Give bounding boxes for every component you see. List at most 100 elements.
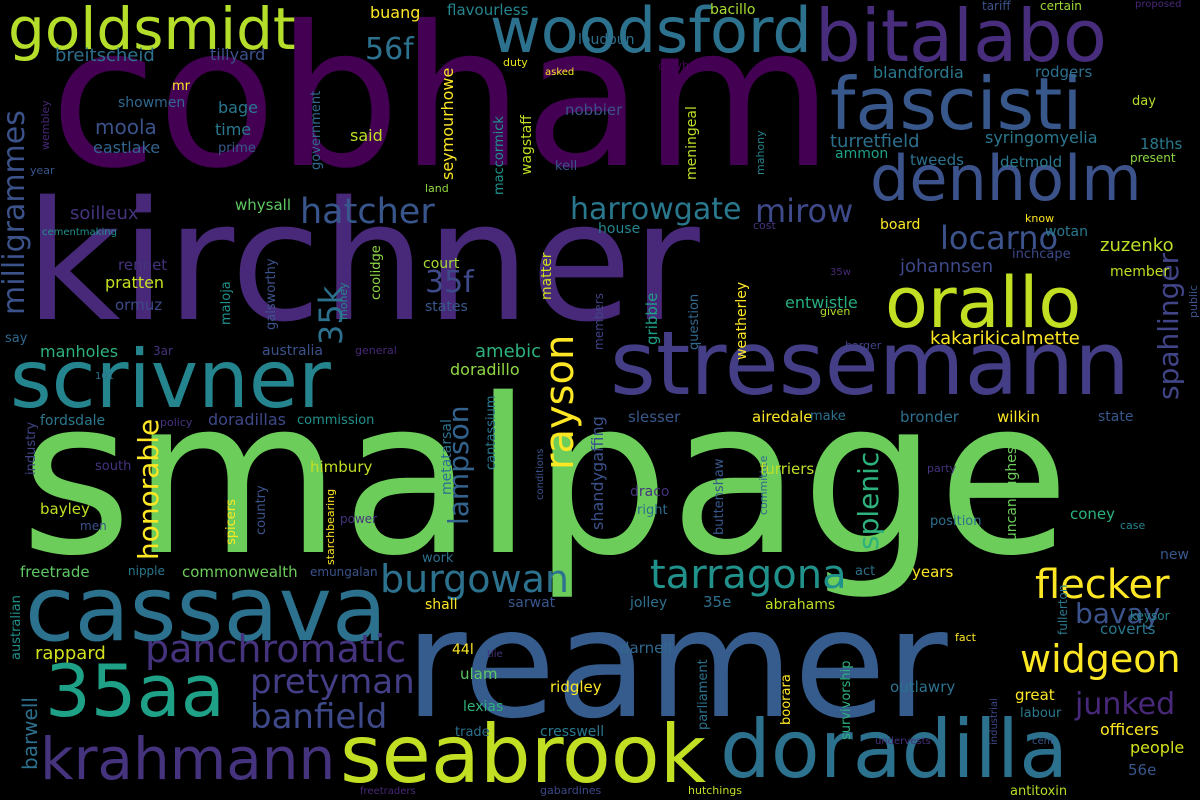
cloud-word-flecker: flecker <box>1035 562 1170 608</box>
cloud-word-board: board <box>880 217 921 233</box>
cloud-word-35f: 35f <box>425 265 474 300</box>
cloud-word-proposed: proposed <box>1135 0 1182 10</box>
cloud-word-35aa: 35aa <box>45 649 225 733</box>
cloud-word-manholes: manholes <box>40 342 119 361</box>
cloud-word-hatcher: hatcher <box>300 192 435 232</box>
cloud-word-australian: australian <box>9 595 24 660</box>
cloud-word-3ar: 3ar <box>153 344 173 358</box>
cloud-word-wilkin: wilkin <box>997 408 1040 426</box>
cloud-word-smalpage: smalpage <box>20 352 1070 603</box>
cloud-word-fascisti: fascisti <box>830 62 1083 146</box>
cloud-word-ridgley: ridgley <box>550 678 602 696</box>
cloud-word-know: know <box>1025 212 1055 225</box>
cloud-word-panchromatic: panchromatic <box>145 627 407 671</box>
cloud-word-draco: draco <box>630 484 670 500</box>
cloud-word-himbury: himbury <box>310 458 373 476</box>
cloud-word-officers: officers <box>1100 720 1159 739</box>
cloud-word-power: power <box>340 512 378 526</box>
cloud-word-hutchings: hutchings <box>688 784 743 797</box>
cloud-word-state: state <box>1098 409 1134 425</box>
cloud-word-emungalan: emungalan <box>310 565 378 579</box>
cloud-word-keysor: keysor <box>1130 609 1170 623</box>
cloud-word-splenic: splenic <box>852 451 885 550</box>
cloud-word-reamer: reamer <box>405 578 948 752</box>
cloud-word-orallo: orallo <box>885 262 1082 344</box>
cloud-word-matter: matter <box>539 252 555 300</box>
cloud-word-44l: 44l <box>452 642 474 658</box>
cloud-word-18ths: 18ths <box>1140 135 1183 153</box>
cloud-word-slesser: slesser <box>628 408 681 426</box>
cloud-word-undervests: undervests <box>875 736 931 747</box>
cloud-word-kirchner: kirchner <box>25 166 700 358</box>
cloud-word-turretfield: turretfield <box>830 131 920 152</box>
cloud-word-question: question <box>687 293 702 350</box>
cloud-word-rennet: rennet <box>118 256 168 274</box>
cloud-word-case: case <box>1120 519 1146 532</box>
cloud-word-cobham: cobham <box>50 0 834 211</box>
cloud-word-fullerton: fullerton <box>1056 584 1070 635</box>
cloud-word-loudoun: loudoun <box>578 32 635 48</box>
cloud-word-tlie: tlie <box>487 649 503 660</box>
cloud-word-buang: buang <box>370 3 421 22</box>
cloud-word-given: given <box>820 305 851 318</box>
cloud-word-honorable: honorable <box>132 418 165 560</box>
cloud-word-junked: junked <box>1075 687 1176 722</box>
cloud-word-bacillo: bacillo <box>710 2 756 18</box>
cloud-word-stresemann: stresemann <box>610 312 1130 415</box>
cloud-word-right: right <box>637 503 668 518</box>
cloud-word-cent: cent <box>1032 736 1054 747</box>
cloud-word-maccormick: maccormick <box>492 116 507 195</box>
cloud-word-shall: shall <box>425 597 458 613</box>
cloud-word-asked: asked <box>545 67 575 78</box>
cloud-word-barger: barger <box>845 339 882 352</box>
cloud-word-buttenshaw: buttenshaw <box>712 458 727 535</box>
cloud-word-bavay: bavay <box>1075 597 1161 630</box>
cloud-word-nipple: nipple <box>128 564 165 578</box>
cloud-word-states: states <box>425 299 468 315</box>
cloud-word-entwistle: entwistle <box>785 293 858 312</box>
cloud-word-day: day <box>1132 94 1156 109</box>
cloud-word-metatarsal: metatarsal <box>439 419 455 495</box>
cloud-word-kell: kell <box>555 159 578 174</box>
cloud-word-furriers: furriers <box>760 460 815 478</box>
cloud-word-wembley: wembley <box>39 100 52 150</box>
cloud-word-showmen: showmen <box>118 95 186 111</box>
cloud-word-maloja: maloja <box>219 281 234 325</box>
cloud-word-country: country <box>254 485 269 535</box>
cloud-word-industrial: industrial <box>989 698 1000 745</box>
cloud-word-time: time <box>215 120 252 139</box>
cloud-word-cassava: cassava <box>25 557 387 662</box>
cloud-word-milligrammes: milligrammes <box>0 110 32 315</box>
cloud-word-locarno: locarno <box>940 219 1059 257</box>
cloud-word-johannsen: johannsen <box>900 256 994 277</box>
cloud-word-doradillas: doradillas <box>208 410 286 429</box>
cloud-word-scrivner: scrivner <box>10 333 331 426</box>
cloud-word-jolley: jolley <box>630 595 668 611</box>
cloud-word-act: act <box>855 564 876 579</box>
cloud-word-freetraders: freetraders <box>360 786 416 797</box>
cloud-word-boorara: boorara <box>779 674 794 725</box>
cloud-word-antitoxin: antitoxin <box>1010 784 1068 799</box>
cloud-word-doradilla: doradilla <box>720 703 1069 796</box>
cloud-word-detmold: detmold <box>1000 153 1063 171</box>
cloud-word-tillyard: tillyard <box>210 45 266 64</box>
cloud-word-amebic: amebic <box>475 341 541 362</box>
cloud-word-said: said <box>350 126 383 145</box>
cloud-word-kakarikicalmette: kakarikicalmette <box>930 328 1080 349</box>
cloud-word-moola: moola <box>95 115 157 139</box>
cloud-word-trade: trade <box>455 725 490 740</box>
cloud-word-zuzenko: zuzenko <box>1100 235 1174 256</box>
cloud-word-seymourhowe: seymourhowe <box>438 67 457 180</box>
cloud-word-new: new <box>1160 547 1189 563</box>
cloud-word-present: present <box>1130 151 1176 165</box>
cloud-word-position: position <box>930 514 982 529</box>
cloud-word-wotan: wotan <box>1045 224 1088 240</box>
cloud-word-tarragona: tarragona <box>650 552 847 598</box>
cloud-word-mahony: mahony <box>754 130 767 175</box>
cloud-word-commonwealth: commonwealth <box>182 563 298 581</box>
cloud-word-breitscheid: breitscheid <box>55 45 155 66</box>
cloud-word-burgowan: burgowan <box>380 557 569 601</box>
cloud-word-duty: duty <box>503 56 528 69</box>
cloud-word-abrahams: abrahams <box>765 597 836 613</box>
